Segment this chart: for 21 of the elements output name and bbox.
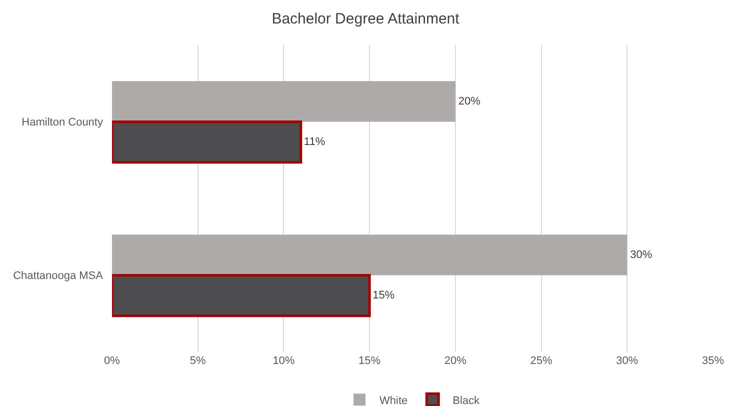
data-label: 20% — [458, 95, 481, 108]
x-tick-label: 30% — [616, 355, 638, 367]
data-label: 30% — [630, 248, 652, 261]
x-tick-label: 25% — [530, 355, 553, 367]
x-tick-label: 35% — [702, 355, 724, 367]
legend-label: White — [380, 394, 408, 406]
chart-title: Bachelor Degree Attainment — [272, 10, 460, 28]
bar — [112, 274, 371, 318]
legend-label: Black — [452, 394, 480, 406]
bar — [112, 120, 302, 164]
bar — [112, 81, 456, 122]
data-label: 11% — [304, 136, 326, 148]
x-tick-label: 10% — [272, 355, 295, 367]
x-tick-label: 5% — [190, 355, 206, 367]
x-tick-label: 15% — [358, 355, 381, 367]
x-tick-label: 20% — [444, 355, 467, 367]
bar — [112, 234, 628, 276]
x-tick-label: 0% — [104, 355, 120, 367]
y-tick-label: Chattanooga MSA — [13, 270, 104, 282]
data-label: 15% — [372, 290, 395, 302]
y-tick-label: Hamilton County — [22, 116, 104, 129]
